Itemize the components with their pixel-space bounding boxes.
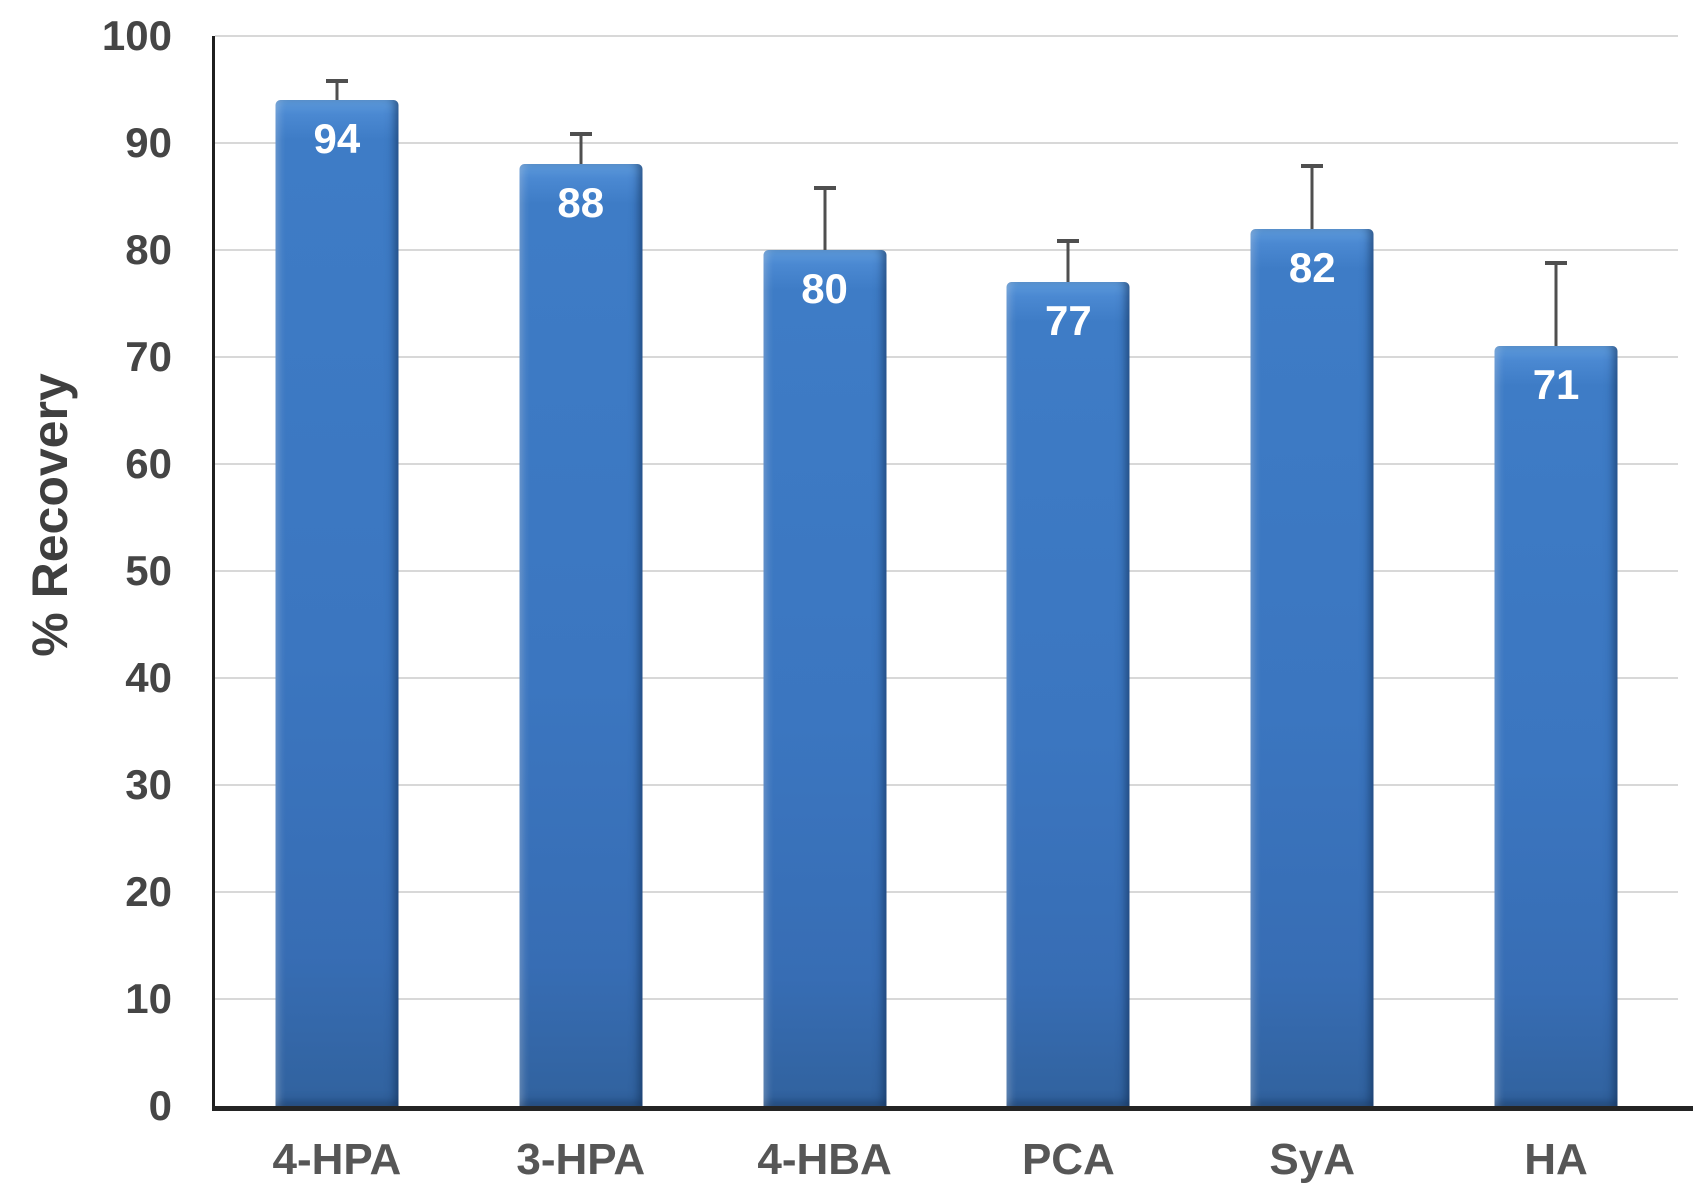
y-tick-label-30: 30 bbox=[125, 761, 172, 808]
bar-slot-4-HPA: 94 bbox=[215, 36, 459, 1106]
bar-slot-4-HBA: 80 bbox=[703, 36, 947, 1106]
gridline-70 bbox=[215, 356, 1678, 358]
error-bar-line bbox=[335, 78, 339, 101]
gridline-30 bbox=[215, 784, 1678, 786]
x-tick-label-4-HBA: 4-HBA bbox=[757, 1135, 892, 1184]
error-bar-cap bbox=[1057, 239, 1080, 244]
error-bar-4-HPA bbox=[325, 78, 348, 101]
x-tick-label-PCA: PCA bbox=[1021, 1135, 1115, 1184]
bar-value-label-4-HPA: 94 bbox=[313, 115, 361, 163]
gridline-90 bbox=[215, 142, 1678, 144]
error-bar-cap bbox=[1301, 164, 1324, 169]
error-bar-SyA bbox=[1301, 164, 1324, 229]
x-tick-label-SyA: SyA bbox=[1269, 1135, 1356, 1184]
bar-value-label-3-HPA: 88 bbox=[557, 179, 605, 227]
error-bar-line bbox=[579, 132, 583, 165]
gridline-20 bbox=[215, 891, 1678, 893]
y-tick-label-70: 70 bbox=[125, 333, 172, 380]
gridline-60 bbox=[215, 463, 1678, 465]
y-tick-label-50: 50 bbox=[125, 547, 172, 594]
x-axis-line bbox=[212, 1106, 1693, 1111]
y-tick-label-60: 60 bbox=[125, 440, 172, 487]
error-bar-4-HBA bbox=[813, 185, 836, 250]
bar-series: 94 88 80 77 82 71 bbox=[215, 36, 1678, 1106]
y-tick-label-90: 90 bbox=[125, 119, 172, 166]
bar-HA: 71 bbox=[1494, 346, 1618, 1106]
error-bar-cap bbox=[813, 185, 836, 190]
gridline-40 bbox=[215, 677, 1678, 679]
bar-slot-SyA: 82 bbox=[1190, 36, 1434, 1106]
error-bar-line bbox=[1554, 260, 1558, 347]
bar-PCA: 77 bbox=[1006, 282, 1130, 1106]
gridline-80 bbox=[215, 249, 1678, 251]
bar-SyA: 82 bbox=[1250, 228, 1374, 1106]
gridline-100 bbox=[215, 35, 1678, 37]
bar-value-label-SyA: 82 bbox=[1288, 243, 1336, 291]
bar-value-label-PCA: 77 bbox=[1045, 297, 1092, 345]
bar-3-HPA: 88 bbox=[519, 164, 643, 1106]
x-tick-label-3-HPA: 3-HPA bbox=[516, 1135, 646, 1184]
y-axis-line bbox=[212, 36, 215, 1108]
x-tick-label-4-HPA: 4-HPA bbox=[272, 1135, 402, 1184]
bar-slot-HA: 71 bbox=[1434, 36, 1678, 1106]
y-tick-label-100: 100 bbox=[101, 12, 172, 59]
error-bar-line bbox=[1310, 164, 1314, 229]
error-bar-3-HPA bbox=[569, 132, 592, 165]
bar-slot-3-HPA: 88 bbox=[459, 36, 703, 1106]
y-tick-label-80: 80 bbox=[125, 226, 172, 273]
gridline-10 bbox=[215, 998, 1678, 1000]
bar-slot-PCA: 77 bbox=[946, 36, 1190, 1106]
gridline-50 bbox=[215, 570, 1678, 572]
y-tick-label-0: 0 bbox=[148, 1082, 172, 1129]
y-tick-label-10: 10 bbox=[125, 975, 172, 1022]
error-bar-line bbox=[823, 185, 827, 250]
bar-value-label-HA: 71 bbox=[1532, 361, 1580, 409]
error-bar-cap bbox=[325, 78, 348, 83]
bar-4-HPA: 94 bbox=[275, 100, 399, 1106]
bar-4-HBA: 80 bbox=[763, 250, 887, 1106]
error-bar-line bbox=[1066, 239, 1070, 283]
y-tick-label-40: 40 bbox=[125, 654, 172, 701]
x-tick-label-HA: HA bbox=[1524, 1135, 1588, 1184]
error-bar-cap bbox=[1545, 260, 1568, 265]
y-axis-title: % Recovery bbox=[22, 373, 78, 657]
bar-value-label-4-HBA: 80 bbox=[801, 265, 848, 312]
x-tick-labels: 4-HPA 3-HPA 4-HBA PCA SyA HA bbox=[215, 1135, 1678, 1184]
error-bar-PCA bbox=[1057, 239, 1080, 283]
y-tick-label-20: 20 bbox=[125, 868, 172, 915]
error-bar-HA bbox=[1545, 260, 1568, 347]
error-bar-cap bbox=[569, 132, 592, 137]
plot-area: 0 10 20 30 40 50 60 70 80 90 100 94 88 80 77 82 71 bbox=[102, 15, 1693, 1127]
